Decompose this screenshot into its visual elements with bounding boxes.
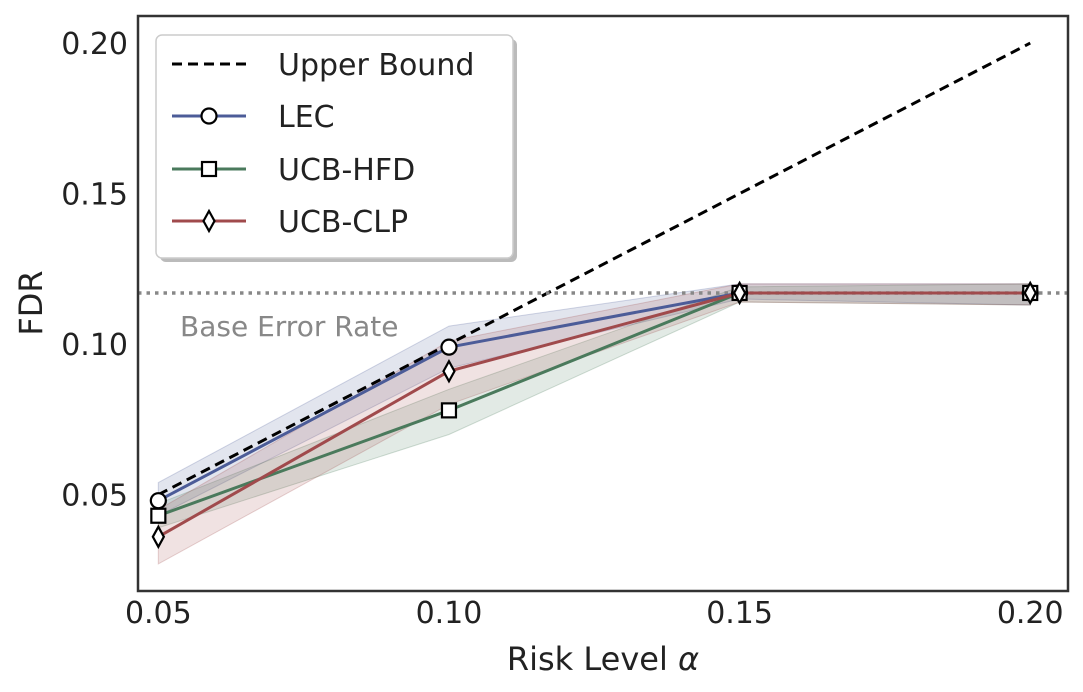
x-axis-label-symbol: α xyxy=(678,640,699,678)
x-axis-label: Risk Level α xyxy=(507,640,699,678)
point-ucb-hfd-2 xyxy=(440,402,458,419)
y-tick-label-3: 0.15 xyxy=(61,178,128,213)
legend-items: Upper Bound LEC UCB-HFD UCB-CLP xyxy=(172,48,474,240)
point-ucb-hfd-1 xyxy=(150,507,167,524)
point-ucb-clp-3 xyxy=(732,280,747,306)
line-ucb-clp xyxy=(157,291,1031,539)
legend-ucb-clp-marker xyxy=(202,208,216,234)
series-lines xyxy=(157,291,1031,539)
base-error-rate-label: Base Error Rate xyxy=(180,310,398,343)
y-tick-label-4: 0.20 xyxy=(61,27,128,62)
legend: Upper Bound LEC UCB-HFD UCB-CLP xyxy=(155,34,517,262)
point-ucb-clp-4 xyxy=(1023,280,1037,306)
point-lec-2 xyxy=(440,338,458,356)
legend-ucb-clp-label: UCB-CLP xyxy=(278,205,408,240)
y-tick-label-1: 0.05 xyxy=(61,479,128,514)
x-axis-ticks: 0.05 0.10 0.15 0.20 xyxy=(125,596,1064,631)
legend-ucb-hfd-label: UCB-HFD xyxy=(278,153,415,188)
x-tick-label-2: 0.10 xyxy=(416,596,483,631)
legend-lec-label: LEC xyxy=(278,100,335,135)
legend-ucb-hfd-marker xyxy=(200,160,218,178)
series-markers xyxy=(149,280,1039,550)
point-ucb-clp-2 xyxy=(442,358,456,384)
plot-frame xyxy=(136,14,1070,593)
x-tick-label-4: 0.20 xyxy=(997,596,1064,631)
x-tick-label-3: 0.15 xyxy=(706,596,773,631)
y-tick-label-2: 0.10 xyxy=(61,328,128,363)
y-axis-ticks: 0.05 0.10 0.15 0.20 xyxy=(61,27,128,514)
legend-lec-marker xyxy=(200,107,218,125)
legend-upper-bound-label: Upper Bound xyxy=(278,48,474,83)
legend-box xyxy=(155,34,514,259)
x-axis-label-text: Risk Level xyxy=(507,640,668,678)
upper-bound-line xyxy=(157,41,1031,496)
x-tick-label-1: 0.05 xyxy=(125,596,192,631)
point-lec-1 xyxy=(149,492,167,510)
y-axis-label: FDR xyxy=(12,270,50,335)
point-ucb-clp-1 xyxy=(151,524,166,550)
